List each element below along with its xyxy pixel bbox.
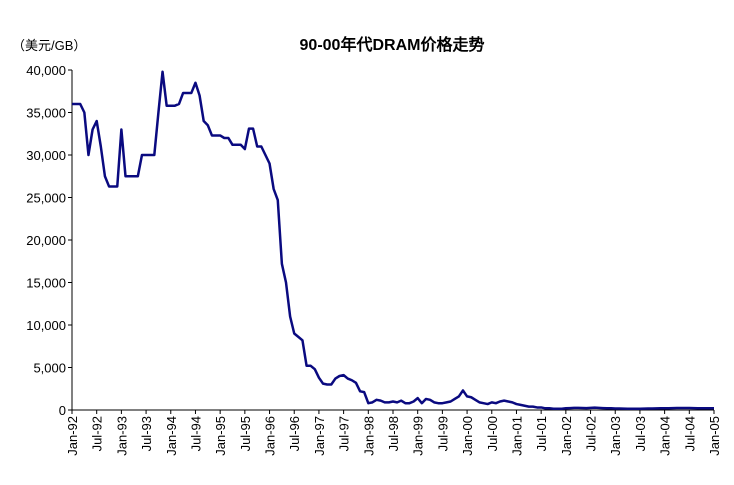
x-tick-label: Jul-99	[435, 416, 450, 451]
x-tick-label: Jul-93	[139, 416, 154, 451]
x-tick-label: Jul-94	[188, 416, 203, 451]
y-tick-label: 35,000	[26, 106, 66, 121]
y-tick-label: 0	[59, 403, 66, 418]
x-tick-label: Jan-97	[312, 416, 327, 456]
x-tick-label: Jul-04	[682, 416, 697, 451]
y-tick-label: 20,000	[26, 233, 66, 248]
y-tick-label: 30,000	[26, 148, 66, 163]
y-tick-label: 5,000	[33, 361, 66, 376]
x-tick-label: Jul-98	[386, 416, 401, 451]
x-tick-label: Jul-92	[90, 416, 105, 451]
x-tick-label: Jan-05	[707, 416, 722, 456]
x-tick-label: Jul-02	[584, 416, 599, 451]
x-tick-label: Jan-99	[411, 416, 426, 456]
y-tick-label: 15,000	[26, 276, 66, 291]
x-tick-label: Jul-01	[534, 416, 549, 451]
x-tick-label: Jan-92	[65, 416, 80, 456]
x-tick-label: Jul-97	[337, 416, 352, 451]
x-tick-label: Jan-96	[263, 416, 278, 456]
y-tick-label: 25,000	[26, 191, 66, 206]
x-tick-label: Jul-03	[633, 416, 648, 451]
x-tick-label: Jul-00	[485, 416, 500, 451]
chart-title: 90-00年代DRAM价格走势	[300, 35, 485, 54]
price-line	[72, 70, 714, 411]
x-tick-label: Jan-98	[361, 416, 376, 456]
x-tick-label: Jan-93	[114, 416, 129, 456]
x-tick-label: Jan-04	[658, 416, 673, 456]
x-tick-label: Jan-00	[460, 416, 475, 456]
x-tick-label: Jan-95	[213, 416, 228, 456]
y-axis-label: （美元/GB）	[12, 38, 86, 53]
x-tick-label: Jul-95	[238, 416, 253, 451]
x-tick-label: Jan-01	[509, 416, 524, 456]
x-tick-label: Jan-02	[559, 416, 574, 456]
y-tick-label: 10,000	[26, 318, 66, 333]
x-tick-label: Jan-03	[608, 416, 623, 456]
x-tick-label: Jan-94	[164, 416, 179, 456]
y-tick-label: 40,000	[26, 63, 66, 78]
x-tick-label: Jul-96	[287, 416, 302, 451]
